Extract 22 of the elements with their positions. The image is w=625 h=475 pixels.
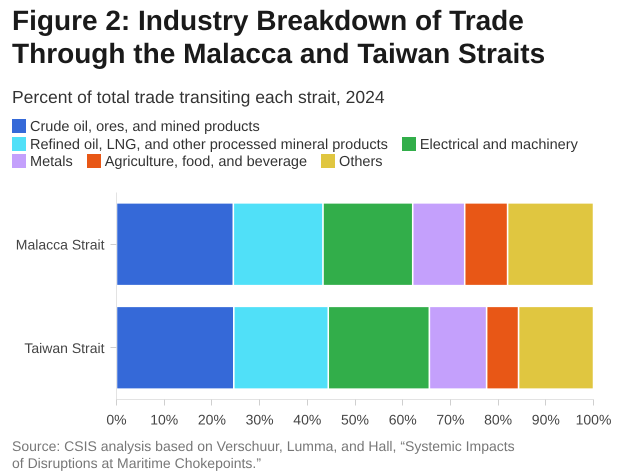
source-note: Source: CSIS analysis based on Verschuur, Lumma, and Hall, “Systemic Impacts of Disruptions at Maritime Chokepoints.”: [11, 437, 516, 472]
y-tick-label: Malacca Strait: [16, 236, 105, 252]
x-tick-label: 100%: [576, 412, 612, 428]
x-tick-label: 30%: [246, 412, 274, 428]
x-tick-label: 0%: [106, 412, 127, 428]
x-tick-label: 80%: [484, 412, 512, 428]
chart-title: Figure 2: Industry Breakdown of Trade Through the Malacca and Taiwan Straits: [11, 4, 546, 70]
x-tick-label: 70%: [436, 412, 464, 428]
x-tick-label: 90%: [532, 412, 560, 428]
legend-label: Electrical and machinery: [418, 136, 578, 154]
legend-label: Crude oil, ores, and mined products: [29, 119, 260, 136]
chart-subtitle: Percent of total trade transiting each strait, 2024: [11, 86, 385, 108]
x-tick-label: 40%: [293, 412, 322, 428]
legend-label: Agriculture, food, and beverage: [104, 154, 308, 172]
legend-label: Metals: [29, 154, 73, 172]
x-tick-label: 10%: [150, 412, 178, 428]
x-tick-label: 60%: [388, 412, 417, 428]
legend-label: Refined oil, LNG, and other processed mineral products: [29, 136, 388, 154]
y-tick-label: Taiwan Strait: [24, 340, 105, 356]
x-tick-label: 20%: [198, 412, 226, 428]
x-tick-label: 50%: [340, 412, 370, 428]
legend-label: Others: [338, 154, 383, 172]
